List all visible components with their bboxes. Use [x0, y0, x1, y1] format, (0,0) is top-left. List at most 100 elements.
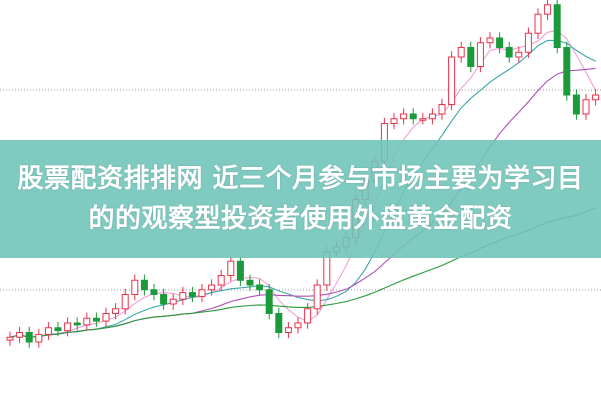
- candle: [390, 113, 398, 130]
- candle-body: [563, 47, 571, 96]
- candle-body: [6, 336, 14, 341]
- banner-title-line-1: 股票配资排排网 近三个月参与市场主要为学习目: [17, 164, 584, 194]
- candle-body: [496, 37, 504, 48]
- candle-body: [582, 99, 590, 115]
- candle: [208, 279, 216, 296]
- candle: [121, 288, 129, 315]
- candle-body: [208, 284, 216, 291]
- candle: [83, 312, 91, 331]
- candle-body: [438, 104, 446, 115]
- candle-body: [428, 113, 436, 120]
- candle: [217, 269, 225, 291]
- candle-body: [54, 327, 62, 332]
- candle: [25, 326, 33, 348]
- candle: [169, 293, 177, 310]
- candle-body: [256, 284, 264, 291]
- candle-body: [534, 13, 542, 34]
- candle-body: [227, 260, 235, 276]
- candle-body: [553, 4, 561, 48]
- candle: [188, 286, 196, 303]
- candle-body: [102, 313, 110, 322]
- candle: [227, 255, 235, 282]
- candle-body: [160, 294, 168, 305]
- candle: [256, 279, 264, 296]
- candle: [160, 288, 168, 310]
- candle: [419, 113, 427, 125]
- candle: [572, 89, 580, 120]
- candle-body: [592, 94, 600, 101]
- candle: [16, 326, 24, 343]
- candle-body: [265, 289, 273, 314]
- candle-body: [524, 32, 532, 53]
- candle-body: [448, 56, 456, 105]
- candle: [592, 89, 600, 106]
- candle: [438, 98, 446, 120]
- candle: [294, 317, 302, 334]
- candle: [496, 32, 504, 54]
- candle: [304, 303, 312, 329]
- candle: [112, 303, 120, 320]
- candle: [64, 317, 72, 337]
- candle-body: [179, 292, 187, 300]
- candle: [486, 32, 494, 49]
- candle-body: [304, 308, 312, 324]
- candle: [44, 322, 52, 341]
- candle-body: [112, 308, 120, 314]
- candle: [553, 0, 561, 54]
- candle: [6, 331, 14, 346]
- candle-body: [313, 284, 321, 310]
- candle: [313, 279, 321, 315]
- candle: [457, 41, 465, 63]
- candle: [265, 284, 273, 320]
- candle-body: [467, 47, 475, 67]
- candle: [448, 51, 456, 111]
- title-banner: 股票配资排排网 近三个月参与市场主要为学习目 的的观察型投资者使用外盘黄金配资: [0, 140, 601, 258]
- candle-body: [246, 279, 254, 286]
- candle-body: [64, 322, 72, 332]
- candle-body: [169, 298, 177, 305]
- candle: [515, 46, 523, 63]
- candle-body: [35, 333, 43, 343]
- candle-body: [409, 113, 417, 120]
- candle: [505, 41, 513, 63]
- candle: [544, 0, 552, 20]
- candle: [102, 307, 110, 327]
- candle: [563, 41, 571, 101]
- candle-body: [515, 51, 523, 58]
- candle-body: [73, 322, 81, 326]
- candle: [150, 284, 158, 301]
- candle: [428, 108, 436, 125]
- candle: [35, 328, 43, 348]
- candle-body: [217, 275, 225, 286]
- candle-body: [188, 292, 196, 297]
- candle: [73, 317, 81, 331]
- candle-body: [457, 47, 465, 58]
- candle: [92, 312, 100, 327]
- candle: [409, 108, 417, 125]
- candle: [198, 284, 206, 303]
- candle: [582, 94, 590, 120]
- candle-body: [44, 327, 52, 335]
- candle: [534, 8, 542, 39]
- candle-body: [236, 260, 244, 281]
- ma10-line: [9, 39, 596, 338]
- candle: [179, 286, 187, 305]
- candle: [467, 41, 475, 73]
- candle: [275, 307, 283, 339]
- candle: [284, 322, 292, 339]
- candle-body: [294, 322, 302, 329]
- candle-body: [131, 279, 139, 295]
- candle-body: [284, 327, 292, 333]
- candle-body: [198, 289, 206, 297]
- candle-body: [476, 42, 484, 67]
- candle: [236, 255, 244, 286]
- candle-body: [544, 4, 552, 15]
- candle: [131, 274, 139, 301]
- candle-body: [92, 317, 100, 322]
- candle-body: [25, 332, 33, 343]
- candle-body: [486, 37, 494, 44]
- candle: [54, 322, 62, 337]
- banner-title-line-2: 的的观察型投资者使用外盘黄金配资: [88, 204, 513, 234]
- candle-body: [83, 317, 91, 326]
- candle: [400, 108, 408, 125]
